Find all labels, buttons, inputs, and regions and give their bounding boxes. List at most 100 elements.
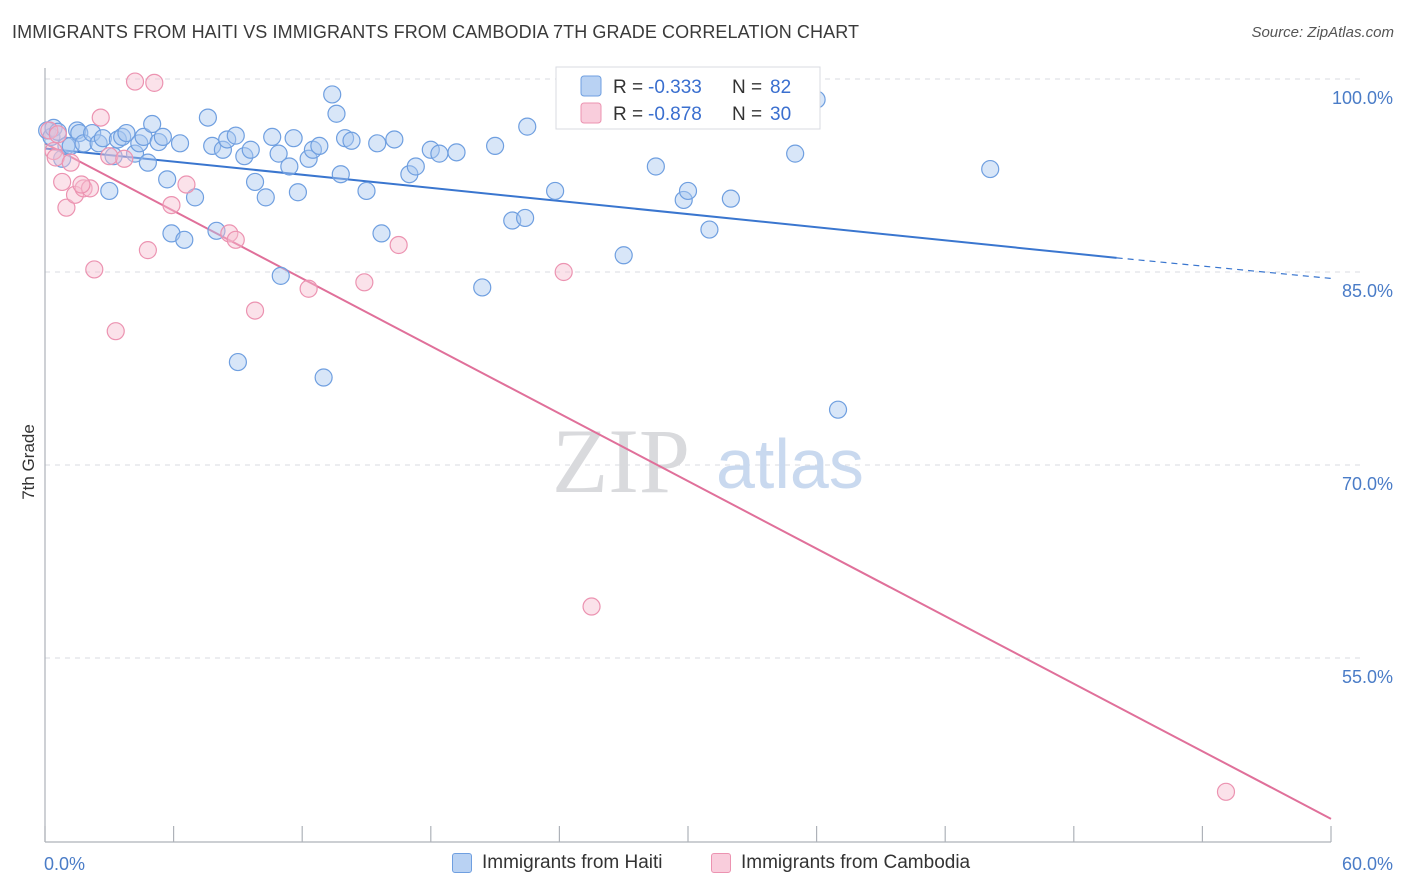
point-haiti-42	[269, 144, 288, 163]
point-haiti-77	[786, 144, 805, 163]
point-haiti-79	[981, 159, 1000, 179]
point-haiti-71	[674, 190, 693, 210]
point-haiti-58	[385, 130, 404, 149]
y-axis-label: 7th Grade	[19, 424, 38, 500]
trend-line-cambodia	[44, 142, 1332, 820]
point-haiti-38	[241, 140, 260, 159]
point-cambodia-4	[53, 172, 72, 192]
point-haiti-65	[486, 136, 505, 156]
point-cambodia-17	[145, 73, 164, 92]
point-haiti-54	[342, 131, 361, 150]
point-haiti-25	[158, 170, 177, 189]
point-cambodia-22	[245, 301, 265, 320]
point-haiti-55	[357, 181, 376, 201]
point-haiti-36	[228, 352, 247, 372]
x-tick-label-1: 60.0%	[1342, 854, 1393, 874]
point-haiti-45	[284, 129, 303, 148]
point-haiti-17	[117, 123, 136, 143]
point-cambodia-23	[299, 279, 318, 298]
point-haiti-57	[372, 224, 391, 243]
point-haiti-70	[614, 246, 633, 265]
point-cambodia-24	[355, 273, 374, 292]
point-haiti-22	[143, 114, 162, 134]
axes	[44, 68, 1332, 843]
legend-label-cambodia: Immigrants from Cambodia	[741, 852, 971, 873]
legend-n-label-cambodia: N =	[732, 104, 762, 125]
point-haiti-14	[104, 147, 123, 166]
point-haiti-18	[125, 144, 145, 163]
point-haiti-44	[280, 157, 299, 176]
trend-line-haiti-extension	[1116, 257, 1332, 280]
legend-item-haiti: Immigrants from Haiti	[452, 852, 663, 874]
point-haiti-47	[299, 149, 318, 168]
legend-swatch-cambodia-bottom	[711, 853, 731, 873]
point-cambodia-26	[554, 262, 573, 282]
legend-swatch-cambodia	[580, 102, 602, 124]
trend-lines	[44, 142, 1332, 820]
point-cambodia-0	[40, 121, 59, 140]
point-cambodia-18	[162, 195, 181, 215]
point-haiti-31	[203, 136, 222, 156]
legend-r-label-cambodia: R =	[613, 104, 643, 125]
point-cambodia-5	[57, 198, 76, 217]
point-haiti-39	[245, 172, 265, 192]
legend-n-value-cambodia: 30	[770, 104, 791, 125]
point-haiti-69	[546, 181, 565, 201]
trend-line-haiti	[44, 147, 1117, 259]
point-haiti-13	[100, 181, 119, 201]
chart-title: IMMIGRANTS FROM HAITI VS IMMIGRANTS FROM…	[12, 22, 860, 42]
point-haiti-50	[314, 368, 333, 387]
point-haiti-29	[185, 188, 205, 207]
point-haiti-40	[256, 188, 275, 207]
legend-label-haiti: Immigrants from Haiti	[482, 852, 663, 873]
point-cambodia-13	[106, 322, 125, 341]
y-tick-label-2: 70.0%	[1342, 474, 1393, 494]
legend-r-label-haiti: R =	[613, 77, 643, 98]
point-haiti-64	[473, 278, 492, 297]
point-haiti-12	[93, 129, 112, 148]
legend-n-value-haiti: 82	[770, 77, 791, 98]
point-cambodia-10	[85, 260, 104, 279]
y-tick-labels: 100.0% 85.0% 70.0% 55.0%	[1332, 88, 1393, 687]
point-haiti-68	[518, 117, 537, 136]
point-cambodia-28	[1216, 782, 1236, 801]
point-haiti-43	[271, 266, 290, 285]
point-haiti-34	[218, 130, 237, 149]
x-tick-labels: 0.0% 60.0%	[44, 854, 1393, 874]
point-haiti-46	[288, 183, 308, 202]
point-cambodia-19	[177, 175, 196, 194]
point-cambodia-9	[80, 179, 100, 198]
point-haiti-30	[198, 108, 217, 127]
point-haiti-78	[828, 400, 848, 419]
point-haiti-49	[310, 136, 329, 156]
point-cambodia-25	[389, 235, 408, 255]
legend-r-value-haiti: -0.333	[648, 77, 702, 98]
point-cambodia-27	[582, 597, 601, 616]
point-haiti-28	[175, 230, 194, 249]
point-haiti-10	[83, 123, 102, 143]
point-haiti-33	[213, 140, 232, 159]
point-haiti-8	[70, 123, 89, 143]
legend-swatch-haiti-bottom	[452, 853, 472, 873]
point-cambodia-29	[72, 175, 91, 194]
point-cambodia-14	[115, 149, 134, 168]
x-tick-label-0: 0.0%	[44, 854, 85, 874]
point-cambodia-21	[226, 230, 245, 249]
legend-item-cambodia: Immigrants from Cambodia	[711, 852, 970, 874]
y-tick-label-1: 85.0%	[1342, 281, 1393, 301]
point-haiti-73	[700, 220, 719, 239]
point-haiti-56	[368, 134, 387, 153]
point-haiti-63	[447, 143, 466, 162]
point-cambodia-12	[100, 147, 119, 166]
point-haiti-80	[323, 85, 342, 104]
point-cambodia-15	[125, 72, 145, 91]
legend-swatch-haiti	[580, 75, 602, 97]
point-haiti-72	[678, 181, 698, 201]
point-haiti-41	[263, 127, 282, 146]
point-haiti-35	[226, 126, 245, 145]
y-tick-label-3: 55.0%	[1342, 667, 1393, 687]
point-cambodia-6	[61, 153, 80, 172]
point-haiti-52	[331, 165, 350, 184]
point-cambodia-11	[91, 108, 110, 127]
